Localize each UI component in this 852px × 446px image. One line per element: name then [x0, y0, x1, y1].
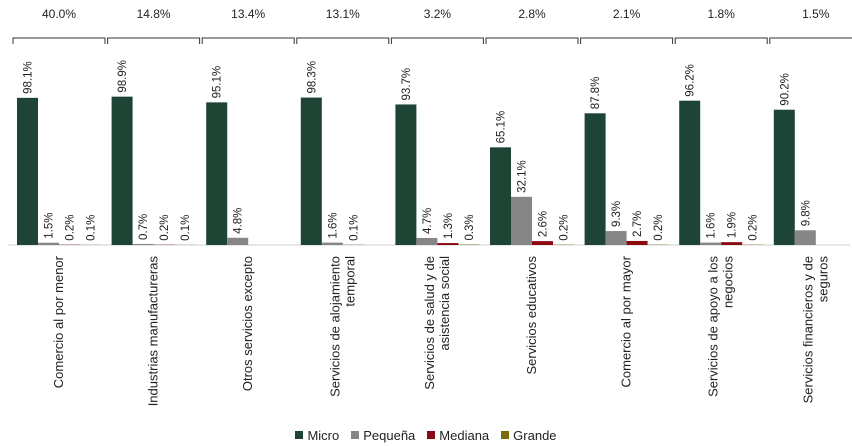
category-label: Servicios de alojamiento [327, 256, 342, 397]
bar-micro [679, 100, 701, 245]
bar-pequeña [38, 242, 59, 245]
bar-value-label: 1.5% [44, 213, 56, 239]
group-bracket [107, 37, 201, 44]
bar-value-label: 0.1% [86, 215, 98, 241]
bar-value-label: 98.1% [23, 61, 35, 94]
category-label: Comercio al por menor [51, 255, 66, 388]
category-label: Servicios de apoyo a los [706, 256, 721, 397]
bar-micro [206, 102, 228, 245]
bar-value-label: 1.6% [327, 212, 339, 238]
group-total-label: 40.0% [42, 7, 76, 21]
bar-value-label: 1.3% [443, 213, 455, 239]
bar-micro [17, 97, 38, 245]
bar-value-label: 0.2% [748, 214, 760, 240]
legend-label: Pequeña [363, 427, 416, 443]
legend-label: Mediana [439, 427, 490, 443]
legend-item: Grande [501, 427, 557, 443]
group-bracket [580, 37, 674, 44]
group-bracket [390, 37, 484, 44]
bar-mediana [721, 242, 743, 245]
category-label: seguros [815, 256, 830, 303]
group-total-label: 2.8% [518, 7, 546, 21]
bar-pequeña [605, 231, 627, 245]
group-total-label: 3.2% [424, 7, 452, 21]
bar-micro [490, 147, 511, 245]
bar-value-label: 2.7% [632, 211, 644, 237]
bar-value-label: 1.9% [727, 212, 739, 238]
category-label: Servicios financieros y de [800, 256, 815, 403]
legend-swatch [295, 431, 304, 439]
bar-micro [773, 109, 795, 245]
legend-item: Pequeña [351, 428, 415, 443]
legend-label: Micro [307, 427, 340, 443]
bar-micro [584, 113, 606, 245]
bar-value-label: 0.1% [180, 215, 192, 241]
bar-value-label: 9.3% [611, 201, 623, 227]
bar-value-label: 0.1% [348, 215, 360, 241]
bar-value-label: 93.7% [401, 68, 413, 101]
bar-value-label: 0.2% [65, 214, 77, 240]
bar-value-label: 1.6% [706, 212, 718, 238]
legend-label: Grande [513, 427, 557, 443]
legend-item: Mediana [427, 428, 489, 443]
bar-value-label: 0.2% [159, 214, 171, 240]
group-total-label: 1.8% [708, 7, 736, 21]
legend-swatch [351, 431, 360, 439]
legend-swatch [501, 431, 510, 439]
bar-mediana [626, 240, 648, 245]
bar-pequeña [227, 237, 249, 245]
category-label: Servicios educativos [524, 256, 539, 375]
bar-pequeña [321, 242, 343, 245]
group-bracket [201, 37, 295, 44]
bar-pequeña [132, 243, 154, 245]
group-bracket [12, 37, 106, 44]
category-label: Comercio al por mayor [619, 255, 634, 387]
group-total-label: 13.4% [231, 7, 265, 21]
bar-value-label: 98.9% [117, 60, 129, 93]
bar-value-label: 2.6% [538, 211, 550, 237]
group-total-label: 14.8% [137, 7, 171, 21]
bar-mediana [532, 241, 553, 245]
bar-value-label: 95.1% [212, 66, 224, 99]
bar-pequeña [794, 230, 816, 245]
category-label: Industrias manufactureras [146, 256, 161, 407]
bar-value-label: 98.3% [306, 61, 318, 94]
bar-value-label: 0.7% [138, 214, 150, 240]
group-bracket [485, 37, 579, 44]
category-label: asistencia social [437, 256, 452, 351]
bar-value-label: 0.2% [559, 214, 571, 240]
bar-value-label: 0.3% [464, 214, 476, 240]
legend-swatch [427, 431, 436, 439]
category-label: Servicios de salud y de [422, 256, 437, 390]
bar-mediana [437, 243, 459, 245]
bar-micro [395, 104, 417, 245]
bar-micro [300, 97, 322, 245]
group-total-label: 1.5% [802, 7, 830, 21]
bar-value-label: 32.1% [517, 160, 529, 193]
bar-value-label: 87.8% [590, 77, 602, 110]
bar-value-label: 9.8% [800, 200, 812, 226]
bar-value-label: 65.1% [496, 111, 508, 144]
bar-value-label: 96.2% [685, 64, 697, 97]
group-bracket [296, 37, 390, 44]
bar-value-label: 4.8% [233, 208, 245, 234]
legend-item: Micro [295, 428, 339, 443]
category-label: temporal [342, 256, 357, 307]
bar-pequeña [700, 242, 722, 245]
group-total-label: 13.1% [326, 7, 360, 21]
category-label: negocios [721, 256, 736, 309]
group-bracket [769, 37, 852, 44]
bar-pequeña [416, 237, 438, 245]
bar-value-label: 4.7% [422, 208, 434, 234]
group-total-label: 2.1% [613, 7, 641, 21]
bar-value-label: 90.2% [779, 73, 791, 106]
bar-pequeña [511, 196, 532, 245]
bar-value-label: 0.2% [653, 214, 665, 240]
bar-micro [111, 96, 133, 246]
category-label: Otros servicios excepto [240, 256, 255, 391]
group-bracket [674, 37, 768, 44]
chart-legend: Micro Pequeña Mediana Grande [0, 427, 852, 443]
